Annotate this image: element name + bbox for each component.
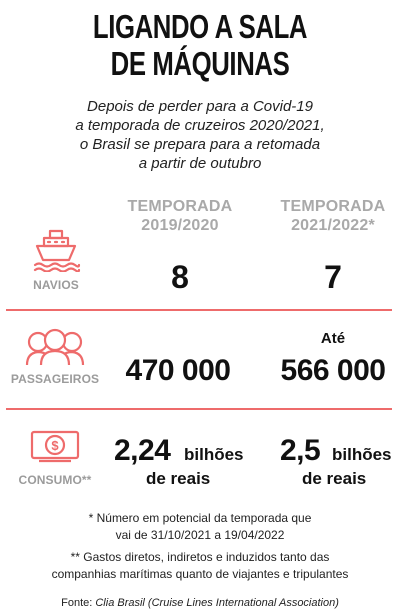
source-prefix: Fonte: [61, 597, 96, 609]
column-header-2019: TEMPORADA 2019/2020 [115, 197, 245, 235]
passageiros-value-2019: 470 000 [125, 354, 231, 387]
separator-1 [6, 309, 392, 311]
page-title-line-2: DE MÁQUINAS [110, 45, 290, 82]
consumo-unit-2019-b: de reais [146, 469, 211, 488]
footnote-2-line-2: companhias marítimas quanto de viajantes… [51, 567, 349, 581]
column-header-2019-line-1: TEMPORADA [127, 198, 233, 215]
footnote-1-line-1: * Número em potencial da temporada que [88, 511, 312, 525]
footnote-2: ** Gastos diretos, indiretos e induzidos… [10, 549, 390, 583]
consumo-value-2019-group: 2,24 bilhões de reais [114, 433, 264, 493]
footnote-2-line-1: ** Gastos diretos, indiretos e induzidos… [70, 550, 330, 564]
consumo-unit-2019-a: bilhões [184, 445, 244, 464]
row-label-consumo: CONSUMO** [18, 473, 92, 487]
consumo-unit-2021-b: de reais [302, 469, 367, 488]
ship-icon [31, 228, 81, 272]
people-icon [25, 327, 85, 367]
consumo-value-2021-group: 2,5 bilhões de reais [280, 433, 398, 493]
svg-text:$: $ [51, 438, 59, 453]
subtitle: Depois de perder para a Covid-19 a tempo… [40, 97, 360, 173]
consumo-value-2021: 2,5 [280, 434, 321, 467]
column-header-2021-line-1: TEMPORADA [280, 198, 386, 215]
consumo-value-2019: 2,24 [114, 434, 171, 467]
column-header-2021-line-2: 2021/2022* [291, 217, 375, 234]
separator-2 [6, 408, 392, 410]
column-header-2021: TEMPORADA 2021/2022* [268, 197, 398, 235]
row-label-passageiros: PASSAGEIROS [10, 372, 100, 386]
passageiros-value-2021: 566 000 [280, 354, 386, 387]
footnote-1: * Número em potencial da temporada que v… [20, 510, 380, 544]
consumo-unit-2021-a: bilhões [332, 445, 392, 464]
page-title-line-1: LIGANDO A SALA [92, 8, 308, 45]
subtitle-line-1: Depois de perder para a Covid-19 [87, 98, 313, 115]
money-icon: $ [30, 430, 80, 464]
column-header-2019-line-2: 2019/2020 [141, 217, 219, 234]
row-label-navios: NAVIOS [33, 278, 79, 292]
source-text: Clia Brasil (Cruise Lines International … [95, 597, 339, 609]
passageiros-prefix-2021: Até [320, 330, 346, 347]
subtitle-line-3: o Brasil se prepara para a retomada [79, 136, 321, 153]
source-line: Fonte: Clia Brasil (Cruise Lines Interna… [10, 597, 390, 609]
navios-value-2021: 7 [324, 259, 342, 295]
footnote-1-line-2: vai de 31/10/2021 a 19/04/2022 [115, 528, 285, 542]
navios-value-2019: 8 [171, 259, 189, 295]
subtitle-line-2: a temporada de cruzeiros 2020/2021, [75, 117, 325, 134]
subtitle-line-4: a partir de outubro [138, 155, 262, 172]
